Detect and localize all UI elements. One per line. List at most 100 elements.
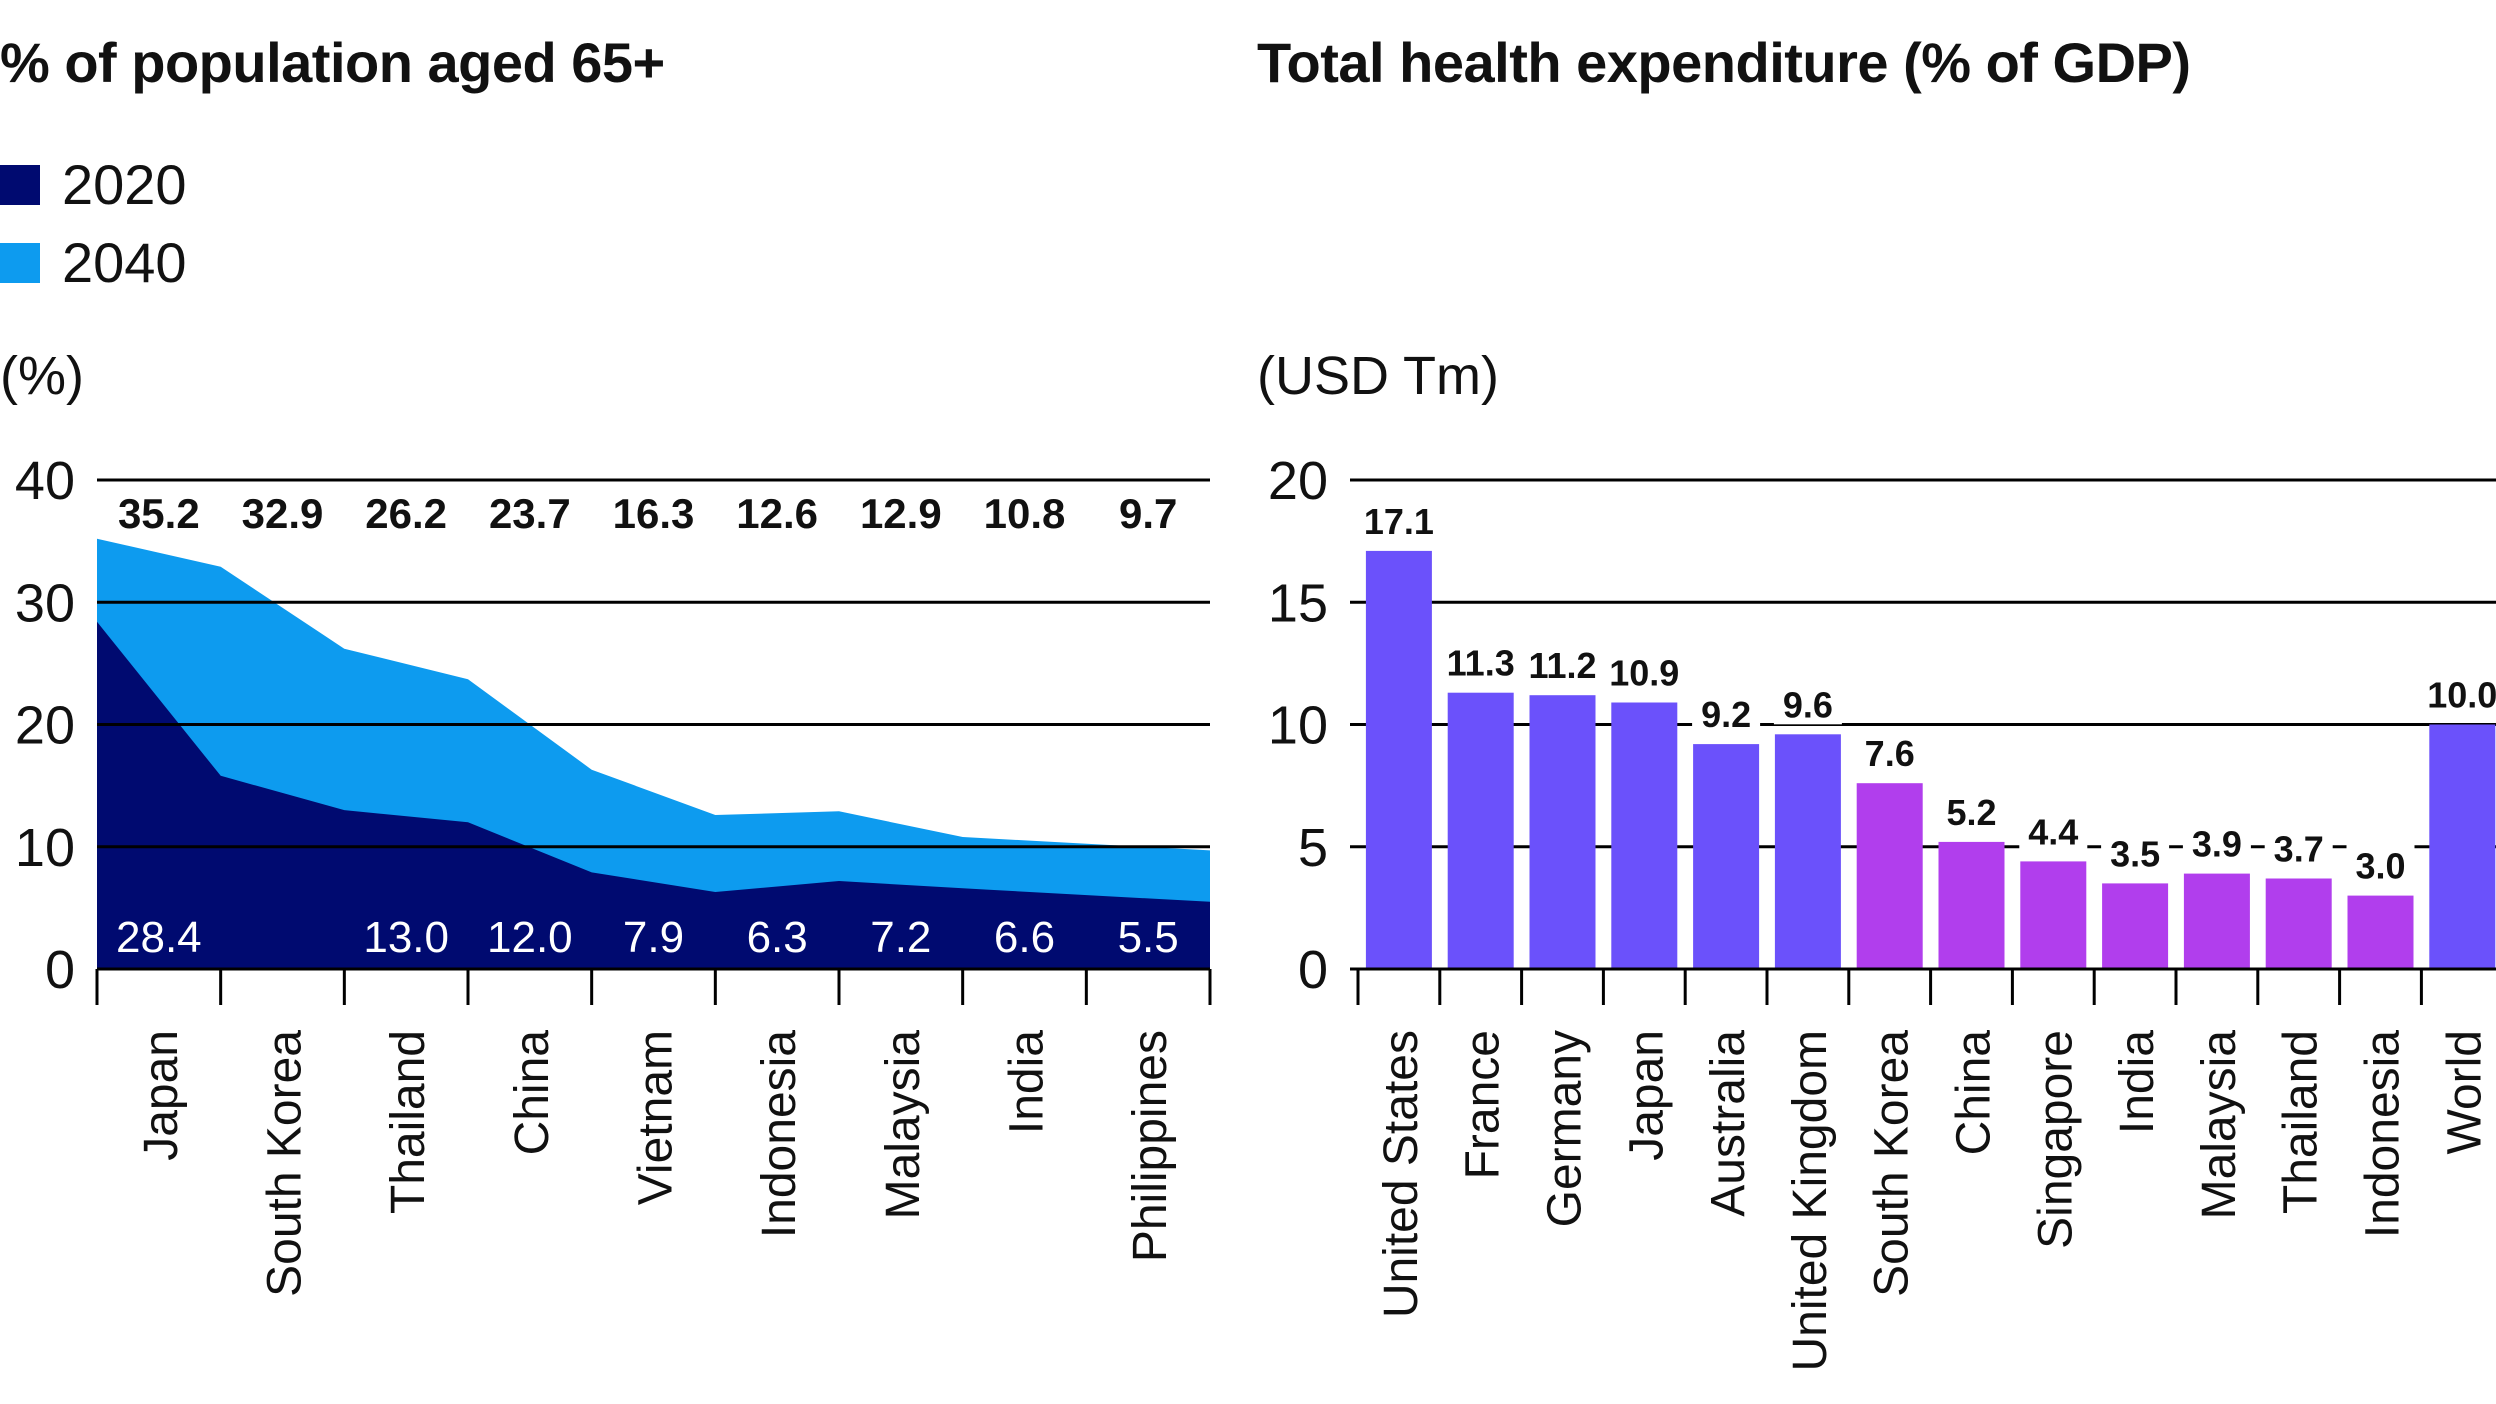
value-label-2020: 12.0 — [487, 913, 573, 962]
value-label-2020: 7.2 — [870, 913, 931, 962]
value-label-background — [1773, 680, 1842, 725]
value-label-background — [1610, 648, 1679, 693]
value-label-background — [1937, 787, 2006, 832]
value-label: 11.2 — [1528, 645, 1596, 686]
value-label-2020: 13.0 — [363, 913, 449, 962]
category-label: United Kingdom — [1784, 1030, 1837, 1372]
value-label: 3.0 — [2355, 846, 2405, 887]
y-tick-label: 15 — [1268, 573, 1328, 633]
bar-indonesia — [2347, 895, 2414, 969]
bar-united-kingdom — [1774, 734, 1841, 969]
value-label-2040: 26.2 — [365, 490, 447, 537]
legend-swatch-2020 — [0, 164, 40, 205]
y-tick-label: 10 — [1268, 696, 1328, 756]
right-chart-title: Total health expenditure (% of GDP) — [1257, 31, 2191, 94]
category-label: Indonesia — [753, 1030, 806, 1238]
legend-label-2020: 2020 — [62, 153, 187, 216]
legend-item-2020: 2020 — [0, 152, 187, 217]
value-label: 4.4 — [2028, 811, 2078, 852]
value-label-background — [1855, 729, 1924, 774]
legend-swatch-2040 — [0, 242, 40, 283]
value-label: 3.9 — [2192, 824, 2242, 865]
category-label: United States — [1375, 1030, 1428, 1318]
value-label-2020: 7.9 — [623, 913, 684, 962]
category-label: Malaysia — [877, 1030, 930, 1220]
legend-item-2040: 2040 — [0, 230, 187, 295]
value-label-background — [2264, 824, 2333, 869]
value-label: 10.9 — [1609, 652, 1679, 693]
category-label: Thailand — [382, 1030, 435, 1214]
value-label-2040: 10.8 — [984, 490, 1066, 537]
y-tick-label: 0 — [45, 940, 75, 1000]
bar-india — [2102, 883, 2169, 969]
bar-malaysia — [2183, 873, 2250, 969]
value-label-2040: 16.3 — [613, 490, 695, 537]
value-label: 3.5 — [2110, 833, 2160, 874]
area-series-2020 — [97, 621, 1210, 969]
value-label: 5.2 — [1946, 792, 1996, 833]
category-label: Singapore — [2029, 1030, 2082, 1249]
bar-united-states — [1365, 550, 1432, 969]
category-label: France — [1457, 1030, 1510, 1179]
value-label-2020: 5.5 — [1118, 913, 1179, 962]
bar-france — [1447, 692, 1514, 969]
value-label-2040: 23.7 — [489, 490, 571, 537]
category-label: South Korea — [1866, 1030, 1919, 1297]
bar-world — [2429, 724, 2496, 969]
bar-south-korea — [1856, 783, 1923, 969]
category-label: China — [506, 1030, 559, 1156]
y-tick-label: 5 — [1298, 818, 1328, 878]
population-area-chart: 0 10 20 30 40 Japan 35.2 28.4 South Korea 32.9 Tha… — [15, 451, 1212, 1297]
category-label: Japan — [1620, 1030, 1673, 1161]
value-label: 9.2 — [1701, 694, 1751, 735]
right-unit-label: (USD Tm) — [1257, 346, 1499, 406]
value-label-background — [1364, 496, 1433, 541]
bar-germany — [1529, 695, 1596, 969]
y-tick-label: 40 — [15, 451, 75, 511]
category-label: World — [2438, 1030, 2491, 1154]
bar-thailand — [2265, 878, 2332, 969]
value-label-background — [1692, 690, 1761, 735]
y-tick-label: 20 — [15, 696, 75, 756]
value-label: 11.3 — [1447, 643, 1515, 684]
bar-singapore — [2020, 861, 2087, 969]
bar-china — [1938, 841, 2005, 969]
category-label: Philippines — [1124, 1030, 1177, 1262]
value-label: 17.1 — [1364, 501, 1434, 542]
category-label: South Korea — [259, 1030, 312, 1297]
y-tick-label: 0 — [1298, 940, 1328, 1000]
value-label-background — [2428, 670, 2496, 715]
bar-australia — [1693, 744, 1760, 969]
legend-label-2040: 2040 — [62, 231, 187, 294]
value-label: 7.6 — [1865, 733, 1915, 774]
category-label: Japan — [135, 1030, 188, 1161]
value-label-2020: 6.6 — [994, 913, 1055, 962]
y-tick-label: 30 — [15, 573, 75, 633]
category-label: Australia — [1702, 1030, 1755, 1217]
value-label-2040: 35.2 — [118, 490, 200, 537]
value-label-2040: 9.7 — [1119, 490, 1177, 537]
bar-japan — [1611, 702, 1678, 969]
value-label-background — [1528, 641, 1597, 686]
value-label: 3.7 — [2274, 829, 2324, 870]
value-label-background — [2346, 841, 2415, 886]
y-tick-label: 20 — [1268, 451, 1328, 511]
category-label: Vietnam — [630, 1030, 683, 1205]
value-label-background — [2101, 829, 2170, 874]
category-label: Germany — [1539, 1030, 1592, 1227]
value-label: 10.0 — [2427, 675, 2496, 716]
category-label: China — [1948, 1030, 2001, 1156]
left-unit-label: (%) — [0, 346, 84, 406]
category-label: India — [2111, 1030, 2164, 1134]
value-label-background — [1446, 638, 1515, 683]
value-label-2040: 12.6 — [736, 490, 818, 537]
value-label-background — [2019, 807, 2088, 852]
left-chart-title: % of population aged 65+ — [0, 31, 665, 94]
category-label: Indonesia — [2357, 1030, 2410, 1238]
value-label-2020: 6.3 — [747, 913, 808, 962]
value-label: 9.6 — [1783, 684, 1833, 725]
category-label: India — [1001, 1030, 1054, 1134]
category-label: Thailand — [2275, 1030, 2328, 1214]
value-label-2040: 12.9 — [860, 490, 942, 537]
